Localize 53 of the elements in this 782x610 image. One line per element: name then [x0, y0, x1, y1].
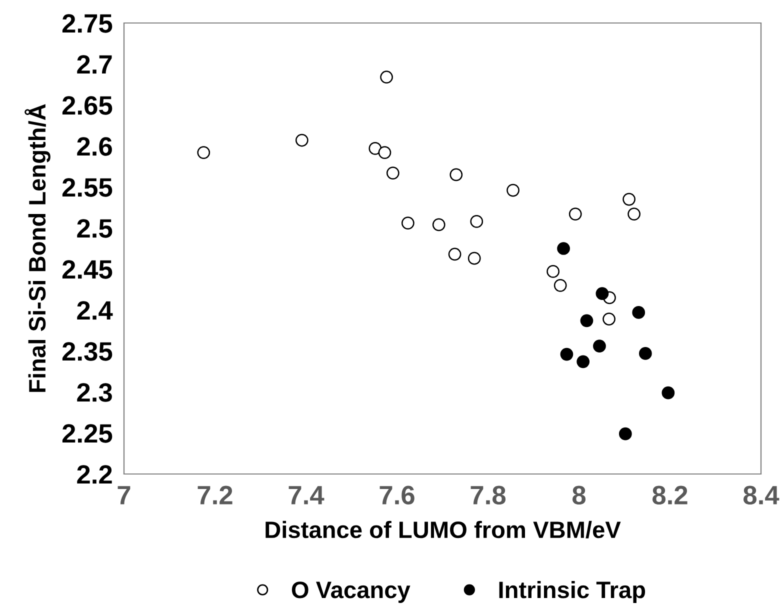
point — [632, 306, 646, 319]
y-tick-label: 2.6 — [77, 137, 112, 156]
x-tick-label: 7.4 — [288, 486, 324, 504]
x-tick-label: 7.8 — [470, 486, 506, 504]
point — [468, 252, 481, 265]
point — [401, 216, 414, 230]
point — [378, 146, 392, 159]
point — [638, 347, 652, 360]
y-tick-label: 2.65 — [62, 96, 112, 115]
point — [593, 340, 606, 353]
point — [580, 314, 594, 328]
point — [470, 215, 484, 228]
point — [386, 166, 400, 180]
legend-label: O Vacancy — [292, 582, 410, 603]
x-tick-label: 8 — [572, 486, 586, 504]
x-tick-label: 7.2 — [198, 486, 232, 504]
point — [368, 142, 382, 155]
y-tick-label: 2.4 — [77, 301, 113, 320]
y-axis-title: Final Si-Si Bond Length/Å — [24, 104, 50, 392]
point — [596, 287, 609, 300]
point — [506, 184, 520, 197]
point — [448, 248, 462, 261]
x-tick-label: 8.4 — [743, 486, 780, 504]
x-tick-label: 7.6 — [380, 486, 414, 504]
point — [662, 386, 675, 400]
point — [602, 312, 616, 326]
y-tick-label: 2.75 — [62, 14, 112, 33]
point — [576, 355, 590, 368]
point — [197, 146, 210, 159]
x-tick-label: 7 — [118, 486, 130, 504]
x-tick-label: 8.2 — [652, 486, 688, 504]
y-tick-label: 2.25 — [62, 424, 112, 443]
point — [557, 242, 570, 255]
point — [618, 427, 632, 440]
point — [568, 208, 582, 220]
point — [554, 278, 567, 292]
y-tick-label: 2.55 — [62, 178, 112, 197]
point — [432, 218, 446, 232]
x-axis-title: Distance of LUMO from VBM/eV — [266, 520, 621, 538]
y-tick-label: 2.7 — [77, 55, 112, 74]
y-tick-label: 2.5 — [77, 219, 112, 238]
y-tick-label: 2.2 — [77, 465, 112, 484]
y-tick-label: 2.45 — [62, 260, 112, 279]
y-tick-label: 2.35 — [62, 342, 112, 361]
point — [622, 192, 636, 206]
legend-label: Intrinsic Trap — [499, 580, 646, 603]
y-tick-label: 2.3 — [77, 383, 112, 402]
point — [450, 168, 463, 182]
point — [295, 134, 308, 147]
point — [560, 348, 574, 361]
point — [628, 208, 640, 220]
point — [546, 265, 560, 278]
point — [380, 70, 393, 84]
